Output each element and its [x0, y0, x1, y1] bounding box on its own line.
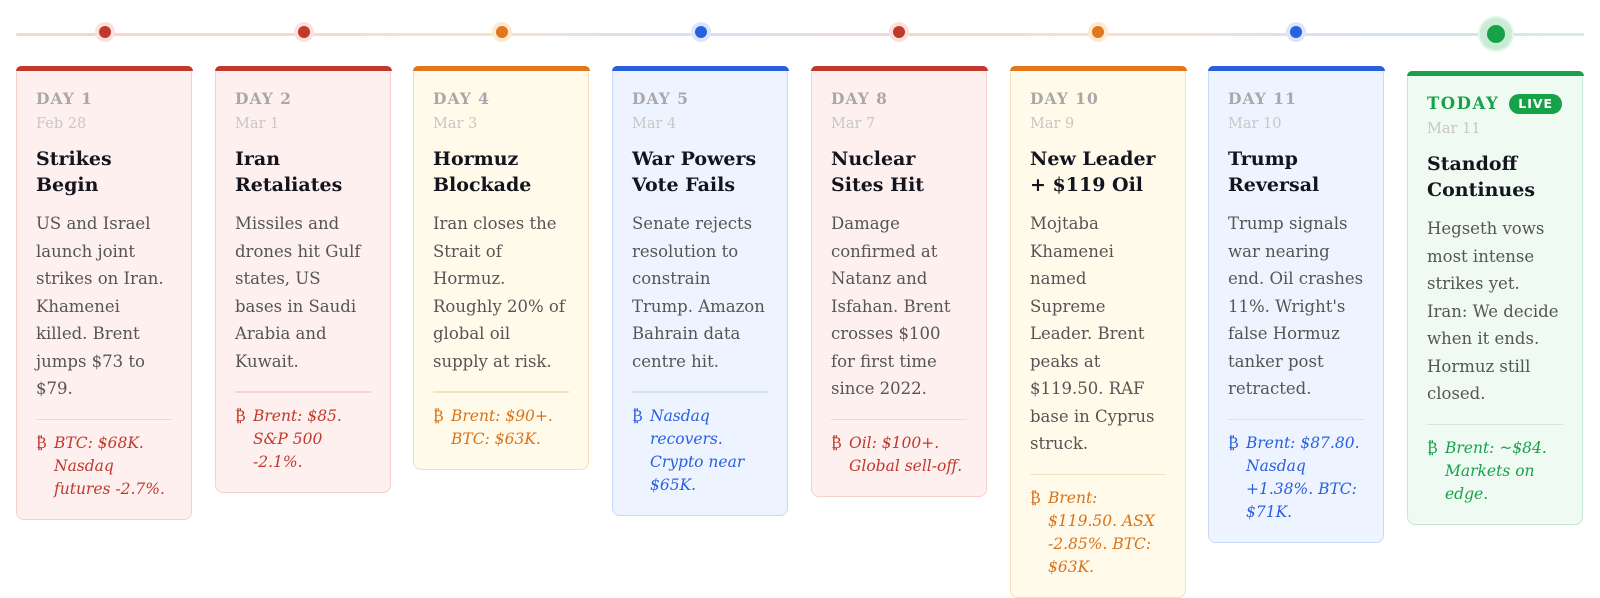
event-date: Mar 7 — [831, 116, 876, 132]
bitcoin-icon: ₿ — [1030, 489, 1041, 507]
divider — [632, 391, 768, 393]
event-date: Mar 10 — [1228, 116, 1282, 132]
live-badge: LIVE — [1509, 94, 1563, 114]
event-title: Strikes Begin — [36, 148, 112, 196]
timeline-node-day-4[interactable] — [492, 22, 512, 42]
event-title: Nuclear Sites Hit — [831, 148, 925, 196]
timeline-node-day-8[interactable] — [889, 22, 909, 42]
event-date: Mar 1 — [235, 116, 280, 132]
market-note: ₿ Brent: $87.80. Nasdaq +1.38%. BTC: $71… — [1228, 432, 1364, 524]
event-card-day-2[interactable]: DAY 2 Mar 1 Iran Retaliates Missiles and… — [214, 65, 392, 493]
bitcoin-icon: ₿ — [831, 434, 842, 452]
market-text: Brent: $90+. BTC: $63K. — [451, 406, 553, 448]
event-title: Iran Retaliates — [235, 148, 343, 196]
event-title: War Powers Vote Fails — [632, 148, 757, 196]
event-date: Feb 28 — [36, 116, 87, 132]
day-label: DAY 10 — [1030, 89, 1099, 108]
timeline-node-day-11[interactable] — [1286, 22, 1306, 42]
timeline-node-day-2[interactable] — [294, 22, 314, 42]
bitcoin-icon: ₿ — [235, 406, 246, 425]
timeline-node-day-1[interactable] — [95, 22, 115, 42]
timeline-node-today[interactable] — [1480, 18, 1512, 50]
divider — [1427, 423, 1563, 425]
event-description: Senate rejects resolution to constrain T… — [632, 214, 765, 371]
event-title: Standoff Continues — [1427, 153, 1536, 201]
event-card-day-8[interactable]: DAY 8 Mar 7 Nuclear Sites Hit Damage con… — [810, 65, 988, 497]
bitcoin-icon: ₿ — [36, 434, 47, 452]
day-label: DAY 1 — [36, 89, 93, 108]
market-text: Oil: $100+. Global sell-off. — [849, 434, 963, 475]
event-description: Iran closes the Strait of Hormuz. Roughl… — [433, 214, 565, 371]
market-note: ₿ Brent: $119.50. ASX -2.85%. BTC: $63K. — [1030, 487, 1166, 579]
market-note: ₿ Brent: $90+. BTC: $63K. — [433, 405, 569, 451]
today-label: TODAY — [1427, 94, 1500, 113]
divider — [831, 418, 967, 420]
divider — [1228, 418, 1364, 420]
market-text: Brent: $85. S&P 500 -2.1%. — [253, 406, 342, 471]
event-description: US and Israel launch joint strikes on Ir… — [36, 214, 164, 398]
bitcoin-icon: ₿ — [1427, 439, 1438, 457]
day-label: DAY 2 — [235, 89, 292, 108]
event-description: Mojtaba Khamenei named Supreme Leader. B… — [1030, 214, 1155, 453]
event-description: Damage confirmed at Natanz and Isfahan. … — [831, 214, 951, 398]
day-label: DAY 8 — [831, 89, 888, 108]
day-label: DAY 5 — [632, 89, 689, 108]
event-date: Mar 4 — [632, 116, 677, 132]
bitcoin-icon: ₿ — [1228, 434, 1239, 452]
divider — [1030, 473, 1166, 475]
event-description: Trump signals war nearing end. Oil crash… — [1228, 214, 1364, 398]
event-description: Hegseth vows most intense strikes yet. I… — [1427, 219, 1559, 403]
event-card-day-5[interactable]: DAY 5 Mar 4 War Powers Vote Fails Senate… — [611, 65, 789, 516]
event-card-day-11[interactable]: DAY 11 Mar 10 Trump Reversal Trump signa… — [1207, 65, 1385, 543]
market-note: ₿ Oil: $100+. Global sell-off. — [831, 432, 967, 478]
timeline-track — [16, 33, 1584, 36]
market-note: ₿ BTC: $68K. Nasdaq futures -2.7%. — [36, 432, 172, 501]
market-text: Brent: $119.50. ASX -2.85%. BTC: $63K. — [1048, 489, 1155, 576]
market-note: ₿ Nasdaq recovers. Crypto near $65K. — [632, 405, 768, 497]
market-text: BTC: $68K. Nasdaq futures -2.7%. — [54, 434, 165, 498]
market-note: ₿ Brent: $85. S&P 500 -2.1%. — [235, 405, 371, 474]
bitcoin-icon: ₿ — [433, 406, 444, 425]
divider — [235, 391, 371, 393]
event-title: New Leader + $119 Oil — [1030, 148, 1156, 196]
event-description: Missiles and drones hit Gulf states, US … — [235, 214, 361, 371]
event-date: Mar 3 — [433, 116, 478, 132]
event-title: Trump Reversal — [1228, 148, 1320, 196]
event-title: Hormuz Blockade — [433, 148, 532, 196]
market-text: Nasdaq recovers. Crypto near $65K. — [650, 406, 745, 494]
divider — [36, 418, 172, 420]
market-text: Brent: $87.80. Nasdaq +1.38%. BTC: $71K. — [1246, 434, 1360, 521]
timeline-node-day-5[interactable] — [691, 22, 711, 42]
event-card-today[interactable]: TODAY LIVE Mar 11 Standoff Continues Heg… — [1406, 70, 1584, 525]
event-date: Mar 11 — [1427, 121, 1481, 137]
event-card-day-4[interactable]: DAY 4 Mar 3 Hormuz Blockade Iran closes … — [412, 65, 590, 470]
event-date: Mar 9 — [1030, 116, 1075, 132]
day-label: DAY 4 — [433, 89, 490, 108]
event-card-day-10[interactable]: DAY 10 Mar 9 New Leader + $119 Oil Mojta… — [1009, 65, 1187, 598]
market-text: Brent: ~$84. Markets on edge. — [1445, 439, 1547, 503]
timeline-node-day-10[interactable] — [1088, 22, 1108, 42]
market-note: ₿ Brent: ~$84. Markets on edge. — [1427, 437, 1563, 506]
bitcoin-icon: ₿ — [632, 406, 643, 425]
event-card-day-1[interactable]: DAY 1 Feb 28 Strikes Begin US and Israel… — [15, 65, 193, 520]
divider — [433, 391, 569, 393]
day-label: DAY 11 — [1228, 89, 1297, 108]
